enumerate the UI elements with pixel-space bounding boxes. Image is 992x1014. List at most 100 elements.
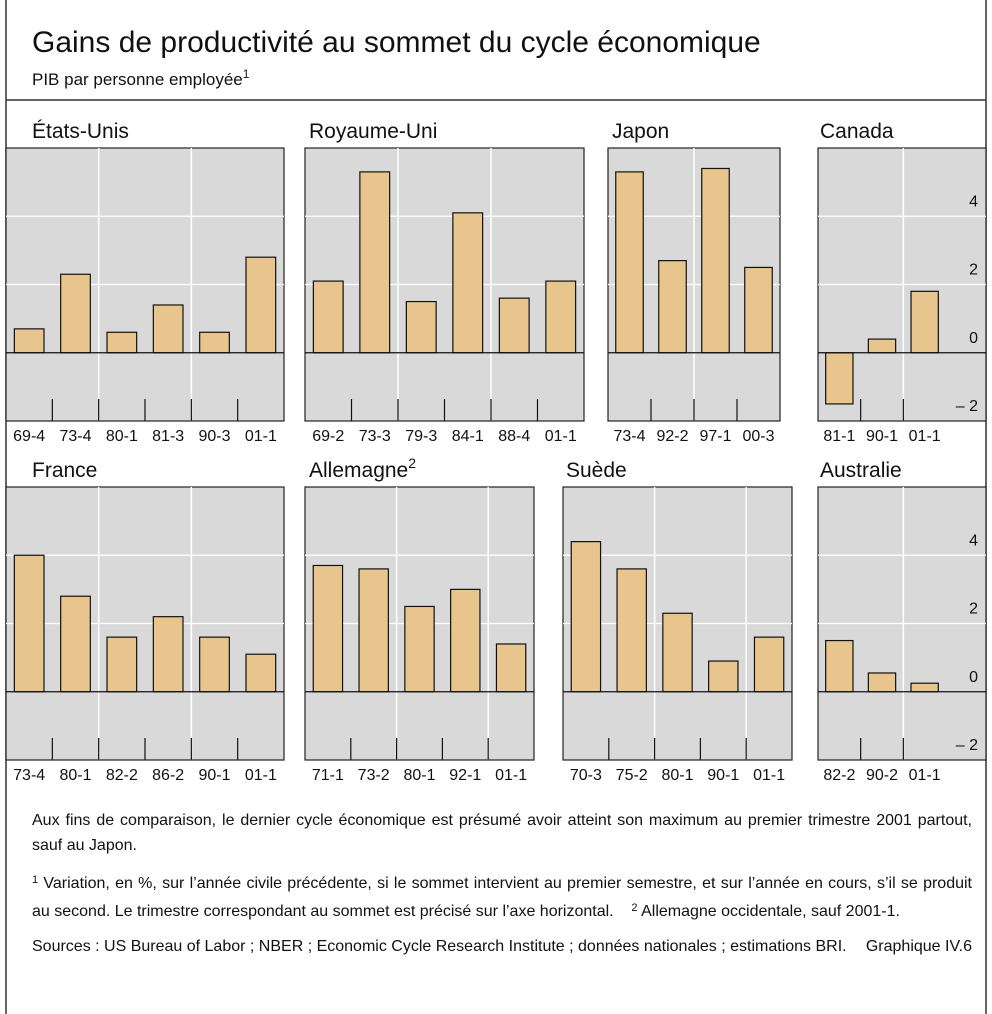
footnote-text: Variation, en %, sur l’année civile préc…	[32, 875, 973, 920]
bar	[199, 331, 230, 354]
bar	[452, 212, 484, 354]
bar	[245, 653, 277, 693]
bar	[495, 643, 527, 693]
y-tick-label: 2	[969, 601, 978, 618]
bar	[13, 328, 45, 354]
x-tick-label: 75-2	[616, 767, 648, 784]
x-tick-label: 84-1	[452, 428, 484, 445]
bar	[245, 256, 277, 354]
x-tick-label: 71-1	[312, 767, 344, 784]
panel-title-text: Suède	[566, 459, 627, 482]
y-tick-label: 4	[969, 193, 978, 210]
panel-title-text: Japon	[612, 120, 669, 143]
panel-title: États-Unis	[32, 120, 129, 143]
bar	[498, 297, 530, 354]
x-tick-label: 90-1	[198, 767, 230, 784]
bar	[744, 266, 773, 354]
panel-title: Royaume-Uni	[309, 120, 437, 143]
x-tick-label: 80-1	[59, 767, 91, 784]
bar	[152, 616, 184, 693]
panel-title: Japon	[612, 120, 669, 143]
footnote-marker: 1	[32, 874, 39, 886]
x-tick-label: 92-2	[656, 428, 688, 445]
bar	[910, 682, 939, 693]
y-tick-label: – 2	[956, 398, 978, 415]
panel-title: Canada	[820, 120, 894, 143]
note-intro: Aux fins de comparaison, le dernier cycl…	[32, 812, 972, 854]
x-tick-label: 81-1	[823, 428, 855, 445]
bar	[450, 588, 481, 693]
footnote-marker: 2	[631, 902, 638, 914]
panel-title-text: Canada	[820, 120, 894, 143]
x-tick-label: 90-3	[198, 428, 230, 445]
y-tick-label: 4	[969, 532, 978, 549]
bar	[867, 338, 897, 354]
panel-title: Australie	[820, 459, 902, 482]
x-tick-label: 01-1	[545, 428, 577, 445]
subtitle: PIB par personne employée1	[32, 67, 250, 89]
sources-text: Sources : US Bureau of Labor ; NBER ; Ec…	[32, 938, 847, 955]
bar	[708, 660, 739, 693]
x-tick-label: 73-4	[13, 767, 45, 784]
x-tick-label: 90-1	[866, 428, 898, 445]
y-tick-label: – 2	[956, 737, 978, 754]
bar	[616, 568, 647, 693]
x-tick-label: 01-1	[909, 767, 941, 784]
bar	[570, 540, 602, 693]
bar	[658, 260, 687, 354]
x-tick-label: 69-4	[13, 428, 45, 445]
y-tick-label: 0	[969, 669, 978, 686]
x-tick-label: 90-2	[866, 767, 898, 784]
notes: Aux fins de comparaison, le dernier cycl…	[32, 808, 972, 959]
x-tick-label: 80-1	[661, 767, 693, 784]
x-tick-label: 88-4	[498, 428, 530, 445]
x-tick-label: 00-3	[742, 428, 774, 445]
panel-title: Allemagne2	[309, 455, 416, 482]
bar	[60, 273, 91, 354]
bar	[312, 280, 344, 354]
footnote-marker: 2	[408, 455, 416, 471]
x-tick-label: 01-1	[245, 767, 277, 784]
x-tick-label: 92-1	[449, 767, 481, 784]
panel-title-text: Allemagne	[309, 459, 408, 482]
panel-title-text: France	[32, 459, 97, 482]
bar	[359, 171, 391, 354]
graph-id: Graphique IV.6	[865, 938, 972, 955]
x-tick-label: 73-3	[359, 428, 391, 445]
x-tick-label: 90-1	[707, 767, 739, 784]
panel-title: Suède	[566, 459, 627, 482]
bar	[404, 605, 435, 693]
bar	[545, 280, 577, 354]
subtitle-text: PIB par personne employée	[32, 70, 243, 89]
panel-title-text: Australie	[820, 459, 902, 482]
x-tick-label: 01-1	[245, 428, 277, 445]
bar	[753, 636, 785, 693]
footnote-text: Allemagne occidentale, sauf 2001-1.	[641, 903, 900, 920]
sources: Sources : US Bureau of Labor ; NBER ; Ec…	[32, 934, 972, 959]
bar	[152, 304, 184, 354]
bar	[701, 167, 730, 354]
x-tick-label: 80-1	[403, 767, 435, 784]
x-tick-label: 01-1	[909, 428, 941, 445]
panel-title: France	[32, 459, 97, 482]
x-tick-label: 82-2	[823, 767, 855, 784]
x-tick-label: 79-3	[405, 428, 437, 445]
footnotes: 1 Variation, en %, sur l’année civile pr…	[32, 868, 972, 924]
bar	[358, 568, 389, 693]
x-tick-label: 70-3	[570, 767, 602, 784]
bar	[199, 636, 230, 693]
bar	[106, 636, 138, 693]
x-tick-label: 73-4	[613, 428, 645, 445]
y-tick-label: 2	[969, 262, 978, 279]
bar	[405, 300, 437, 354]
panel-title-text: États-Unis	[32, 120, 129, 143]
bar	[60, 595, 91, 693]
x-tick-label: 82-2	[106, 767, 138, 784]
x-tick-label: 73-2	[358, 767, 390, 784]
x-tick-label: 80-1	[106, 428, 138, 445]
bar	[825, 639, 854, 693]
x-tick-label: 86-2	[152, 767, 184, 784]
x-tick-label: 01-1	[753, 767, 785, 784]
title: Gains de productivité au sommet du cycle…	[32, 26, 761, 59]
